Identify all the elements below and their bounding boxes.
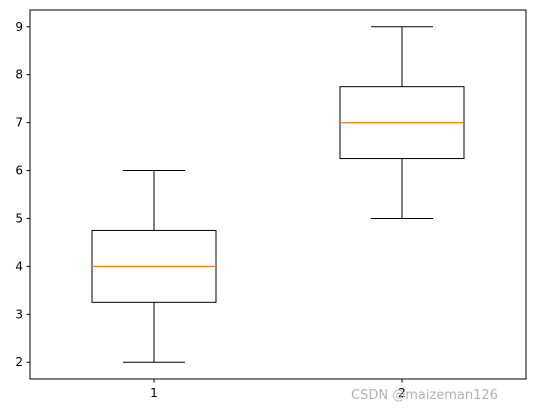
box-group-1 — [91, 170, 217, 363]
plot-frame — [29, 9, 527, 380]
y-tick-label: 2 — [15, 355, 23, 369]
y-axis: 2 3 4 5 6 7 8 9 — [15, 20, 30, 369]
x-tick-label: 2 — [398, 386, 406, 400]
y-tick-label: 8 — [15, 68, 23, 82]
y-tick-label: 7 — [15, 116, 23, 130]
x-tick-label: 1 — [150, 386, 158, 400]
y-tick-label: 4 — [15, 259, 23, 273]
box-group-2 — [339, 26, 465, 219]
y-tick-label: 6 — [15, 164, 23, 178]
plot-background — [30, 10, 526, 379]
y-tick-label: 5 — [15, 211, 23, 225]
y-tick-label: 3 — [15, 307, 23, 321]
boxes-layer — [91, 26, 465, 363]
watermark-text: CSDN @maizeman126 — [351, 388, 498, 403]
y-tick-label: 9 — [15, 20, 23, 34]
